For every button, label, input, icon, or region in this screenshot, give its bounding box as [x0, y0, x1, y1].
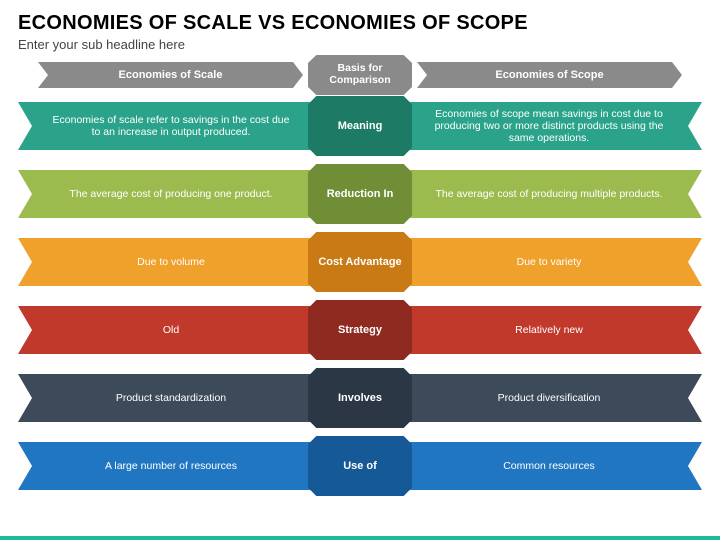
row-right: Product diversification — [404, 374, 702, 422]
comparison-row: Product standardization Product diversifi… — [18, 368, 702, 428]
row-right: Relatively new — [404, 306, 702, 354]
comparison-chart: Economies of Scale Basis for Comparison … — [0, 60, 720, 496]
row-center: Reduction In — [308, 164, 412, 224]
row-right: The average cost of producing multiple p… — [404, 170, 702, 218]
comparison-row: Due to volume Due to varietyCost Advantag… — [18, 232, 702, 292]
row-center: Use of — [308, 436, 412, 496]
comparison-row: The average cost of producing one produc… — [18, 164, 702, 224]
comparison-row: Economies of scale refer to savings in t… — [18, 96, 702, 156]
header-right: Economies of Scope — [417, 62, 682, 88]
row-left: Economies of scale refer to savings in t… — [18, 102, 316, 150]
row-right: Common resources — [404, 442, 702, 490]
row-left: The average cost of producing one produc… — [18, 170, 316, 218]
row-left: Product standardization — [18, 374, 316, 422]
row-center: Strategy — [308, 300, 412, 360]
header-row: Economies of Scale Basis for Comparison … — [18, 60, 702, 90]
comparison-row: Old Relatively newStrategy — [18, 300, 702, 360]
page-title: ECONOMIES OF SCALE VS ECONOMIES OF SCOPE — [0, 0, 720, 37]
header-left: Economies of Scale — [38, 62, 303, 88]
row-center: Involves — [308, 368, 412, 428]
row-left: Old — [18, 306, 316, 354]
footer-accent-bar — [0, 536, 720, 540]
row-left: Due to volume — [18, 238, 316, 286]
row-center: Meaning — [308, 96, 412, 156]
row-center: Cost Advantage — [308, 232, 412, 292]
comparison-row: A large number of resources Common resour… — [18, 436, 702, 496]
row-right: Due to variety — [404, 238, 702, 286]
row-right: Economies of scope mean savings in cost … — [404, 102, 702, 150]
row-left: A large number of resources — [18, 442, 316, 490]
header-center: Basis for Comparison — [308, 55, 412, 95]
